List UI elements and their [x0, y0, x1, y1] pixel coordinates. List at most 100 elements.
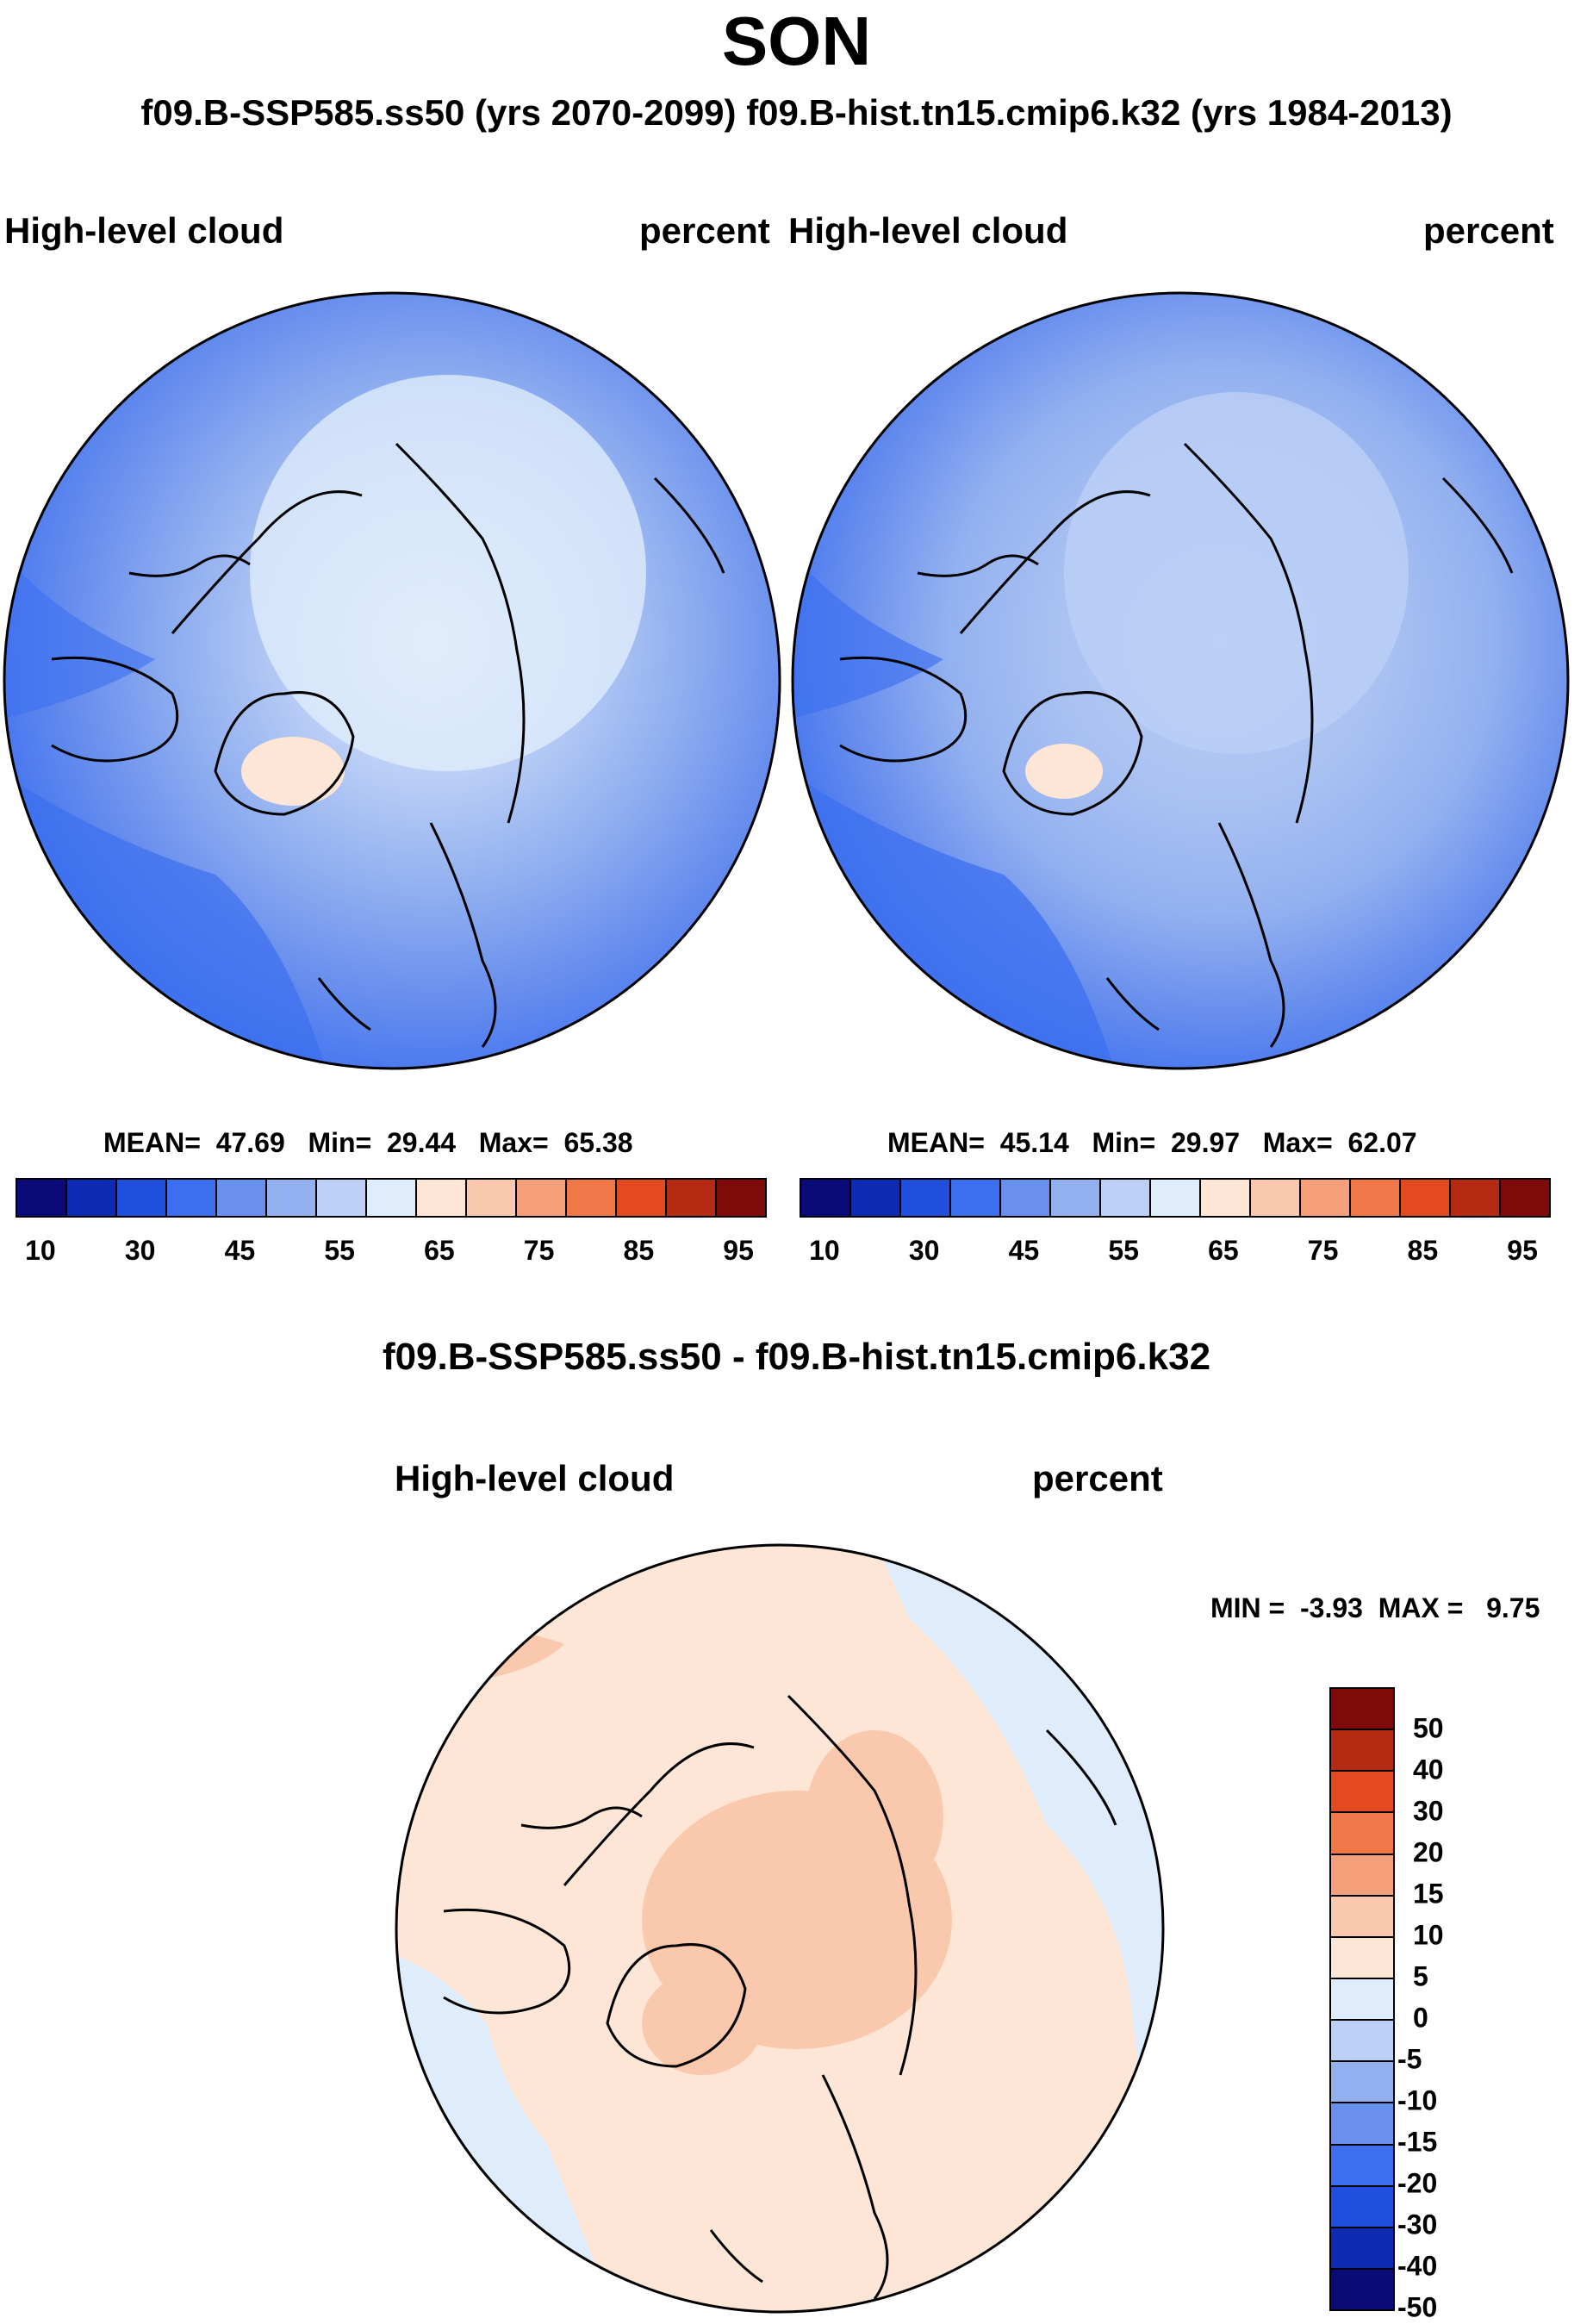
diff-coastlines: [443, 1694, 1117, 2300]
diff-max-value: 9.75: [1486, 1592, 1540, 1623]
colorbar-swatch: [1331, 1813, 1393, 1855]
panel2-mean-value: 45.14: [999, 1127, 1069, 1158]
colorbar-swatch: [1331, 2145, 1393, 2187]
diff-stats: MIN = -3.93 MAX = 9.75: [1210, 1594, 1540, 1622]
colorbar-swatch: [17, 1180, 67, 1216]
panel1-variable-label: High-level cloud: [4, 210, 284, 251]
colorbar-tick-label: 15: [1413, 1878, 1444, 1910]
colorbar-swatch: [1451, 1180, 1501, 1216]
map-diff-panel: [395, 1543, 1165, 2314]
colorbar-swatch: [1201, 1180, 1251, 1216]
map1-boundary: [3, 291, 781, 1070]
colorbar-tick-label: 45: [224, 1235, 256, 1266]
colorbar-tick-label: 45: [1008, 1235, 1040, 1266]
map2-greenland-max: [1025, 744, 1103, 799]
colorbar-tick-label: -30: [1397, 2209, 1438, 2240]
colorbar-tick-label: 75: [523, 1235, 555, 1266]
map-panel-1: [3, 291, 781, 1070]
colorbar-swatch: [217, 1180, 267, 1216]
colorbar-swatch: [951, 1180, 1001, 1216]
colorbar-tick-label: 95: [723, 1235, 754, 1266]
colorbar-tick-label: 0: [1413, 2002, 1428, 2034]
diff-title: f09.B-SSP585.ss50 - f09.B-hist.tn15.cmip…: [382, 1336, 1211, 1378]
colorbar-swatch: [1151, 1180, 1201, 1216]
panel2-stats: MEAN= 45.14 Min= 29.97 Max= 62.07: [887, 1129, 1417, 1156]
colorbar-swatch: [1331, 2186, 1393, 2228]
colorbar-swatch: [1331, 1896, 1393, 1938]
map1-coastlines: [51, 442, 725, 1048]
colorbar-tick-label: 40: [1413, 1754, 1444, 1785]
colorbar-tick-label: -10: [1397, 2084, 1438, 2116]
colorbar-swatch: [417, 1180, 467, 1216]
panel1-mean-label: MEAN=: [103, 1127, 201, 1158]
colorbar-swatch: [1331, 1730, 1393, 1773]
colorbar-tick-label: 30: [908, 1235, 940, 1266]
colorbar-swatch: [1051, 1180, 1101, 1216]
colorbar-swatch: [167, 1180, 217, 1216]
colorbar-tick-label: -50: [1397, 2291, 1438, 2323]
panel2-variable-label: High-level cloud: [788, 210, 1068, 251]
panel2-mean-label: MEAN=: [887, 1127, 985, 1158]
colorbar-swatch: [1251, 1180, 1301, 1216]
colorbar-swatch: [717, 1180, 765, 1216]
colorbar-swatch: [901, 1180, 951, 1216]
colorbar-tick-label: -5: [1397, 2043, 1422, 2075]
diff-min-label: MIN =: [1210, 1592, 1285, 1623]
colorbar-tick-label: 55: [1108, 1235, 1139, 1266]
colorbar-diff: [1329, 1687, 1395, 2311]
panel1-max-label: Max=: [478, 1127, 549, 1158]
colorbar-tick-label: -15: [1397, 2126, 1438, 2158]
colorbar-tick-label: 20: [1413, 1836, 1444, 1868]
colorbar-tick-label: 30: [124, 1235, 156, 1266]
colorbar-swatch: [851, 1180, 901, 1216]
colorbar-swatch: [1331, 2103, 1393, 2146]
diff-min-value: -3.93: [1300, 1592, 1363, 1623]
panel2-min-label: Min=: [1092, 1127, 1156, 1158]
colorbar-tick-label: 10: [809, 1235, 840, 1266]
colorbar-swatch: [1351, 1180, 1401, 1216]
colorbar-swatch: [1331, 1689, 1393, 1731]
diff-region-negative-east: [874, 1545, 1163, 2312]
panel2-units-label: percent: [1423, 210, 1554, 251]
colorbar-swatch: [1331, 2227, 1393, 2270]
colorbar-swatch: [1331, 1937, 1393, 1979]
diff-units-label: percent: [1032, 1458, 1163, 1498]
diff-map-boundary: [395, 1543, 1165, 2314]
panel1-stats: MEAN= 47.69 Min= 29.44 Max= 65.38: [103, 1129, 633, 1156]
colorbar-swatch: [617, 1180, 667, 1216]
colorbar-swatch: [1331, 1978, 1393, 2022]
colorbar-swatch: [367, 1180, 417, 1216]
panel1-units-label: percent: [639, 210, 770, 251]
colorbar-panel-2: [800, 1178, 1551, 1218]
map1-region-high: [250, 375, 646, 771]
colorbar-panel-1: [16, 1178, 767, 1218]
colorbar-swatch: [1331, 2062, 1393, 2104]
colorbar-swatch: [67, 1180, 117, 1216]
colorbar-tick-label: 50: [1413, 1712, 1444, 1744]
colorbar-tick-label: 95: [1507, 1235, 1538, 1266]
colorbar-swatch: [267, 1180, 317, 1216]
panel1-max-value: 65.38: [563, 1127, 633, 1158]
colorbar-swatch: [667, 1180, 717, 1216]
colorbar-swatch: [1001, 1180, 1051, 1216]
panel1-min-value: 29.44: [387, 1127, 457, 1158]
subtitle: f09.B-SSP585.ss50 (yrs 2070-2099) f09.B-…: [140, 92, 1453, 133]
colorbar-tick-label: 30: [1413, 1795, 1444, 1827]
colorbar-swatch: [467, 1180, 517, 1216]
main-title: SON: [721, 3, 872, 79]
colorbar-swatch: [1331, 2269, 1393, 2310]
diff-variable-label: High-level cloud: [395, 1458, 675, 1498]
colorbar-swatch: [117, 1180, 167, 1216]
colorbar-tick-label: 10: [25, 1235, 56, 1266]
panel2-max-label: Max=: [1262, 1127, 1333, 1158]
map2-boundary: [791, 291, 1570, 1070]
colorbar-swatch: [1301, 1180, 1351, 1216]
colorbar-swatch: [517, 1180, 567, 1216]
colorbar-swatch: [1331, 2021, 1393, 2063]
colorbar-swatch: [567, 1180, 617, 1216]
colorbar-tick-label: 65: [1208, 1235, 1239, 1266]
map-panel-2: [791, 291, 1570, 1070]
colorbar-swatch: [1331, 1772, 1393, 1814]
colorbar-tick-label: 85: [1407, 1235, 1439, 1266]
colorbar-swatch: [1501, 1180, 1549, 1216]
